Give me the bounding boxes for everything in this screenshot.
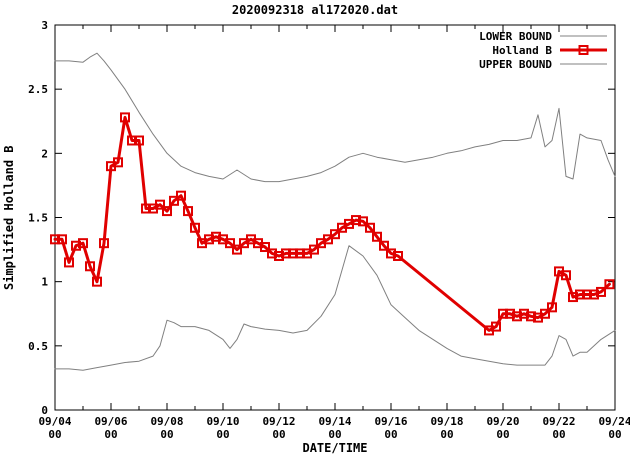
legend-marker-sample (578, 45, 589, 55)
data-point-marker (190, 222, 200, 233)
data-point-marker (358, 216, 368, 227)
x-tick-label: 09/22 (542, 415, 575, 428)
data-point-marker (596, 286, 606, 297)
x-tick-sublabel: 00 (328, 428, 341, 441)
data-point-marker (260, 242, 270, 253)
legend-label: UPPER BOUND (479, 58, 552, 71)
data-point-marker (379, 240, 389, 251)
x-tick-sublabel: 00 (384, 428, 397, 441)
x-tick-sublabel: 00 (48, 428, 61, 441)
plot-border (54, 24, 616, 411)
x-tick-sublabel: 00 (440, 428, 453, 441)
y-tick-label: 2 (41, 147, 48, 160)
y-tick-label: 2.5 (28, 83, 48, 96)
data-point-marker (169, 195, 179, 206)
x-tick-sublabel: 00 (104, 428, 117, 441)
x-tick-sublabel: 00 (608, 428, 621, 441)
data-point-marker (547, 302, 557, 313)
x-tick-sublabel: 00 (160, 428, 173, 441)
x-tick-sublabel: 00 (272, 428, 285, 441)
data-point-marker (162, 206, 172, 217)
x-tick-label: 09/16 (374, 415, 407, 428)
data-point-marker (330, 229, 340, 240)
x-tick-label: 09/14 (318, 415, 351, 428)
data-point-marker (323, 234, 333, 245)
data-point-marker (309, 244, 319, 255)
y-tick-label: 1 (41, 276, 48, 289)
data-point-marker (92, 276, 102, 287)
x-tick-sublabel: 00 (552, 428, 565, 441)
y-tick-label: 0.5 (28, 340, 48, 353)
data-point-marker (176, 190, 186, 201)
data-point-marker (120, 112, 130, 123)
x-tick-label: 09/20 (486, 415, 519, 428)
y-tick-label: 0 (41, 404, 48, 417)
data-point-marker (78, 238, 88, 249)
data-point-marker (183, 206, 193, 217)
data-point-marker (64, 257, 74, 268)
data-point-marker (372, 231, 382, 242)
x-tick-label: 09/08 (150, 415, 183, 428)
data-point-marker (365, 222, 375, 233)
chart-title: 2020092318 al172020.dat (231, 3, 399, 17)
legend-label: LOWER BOUND (479, 30, 552, 43)
data-point-marker (113, 157, 123, 168)
x-axis-label: DATE/TIME (302, 441, 368, 455)
data-point-marker (393, 251, 403, 261)
x-tick-label: 09/04 (38, 415, 71, 428)
x-tick-label: 09/12 (262, 415, 295, 428)
legend-label: Holland B (492, 44, 552, 57)
data-point-marker (57, 234, 67, 245)
data-point-marker (85, 261, 95, 272)
data-point-marker (604, 279, 615, 290)
data-point-marker (134, 135, 144, 146)
data-point-marker (540, 308, 550, 319)
data-point-marker (99, 238, 109, 249)
y-tick-label: 3 (41, 19, 48, 32)
data-point-marker (491, 321, 501, 332)
series-lower-bound (54, 245, 616, 371)
data-point-marker (155, 199, 165, 210)
y-tick-label: 1.5 (28, 212, 48, 225)
x-tick-sublabel: 00 (496, 428, 509, 441)
series-upper-bound (54, 52, 616, 183)
data-point-marker (225, 238, 235, 249)
data-point-marker (232, 244, 242, 255)
data-point-marker (561, 270, 571, 281)
x-tick-label: 09/06 (94, 415, 127, 428)
x-tick-label: 09/18 (430, 415, 463, 428)
x-tick-label: 09/24 (598, 415, 630, 428)
x-tick-label: 09/10 (206, 415, 239, 428)
x-tick-sublabel: 00 (216, 428, 229, 441)
